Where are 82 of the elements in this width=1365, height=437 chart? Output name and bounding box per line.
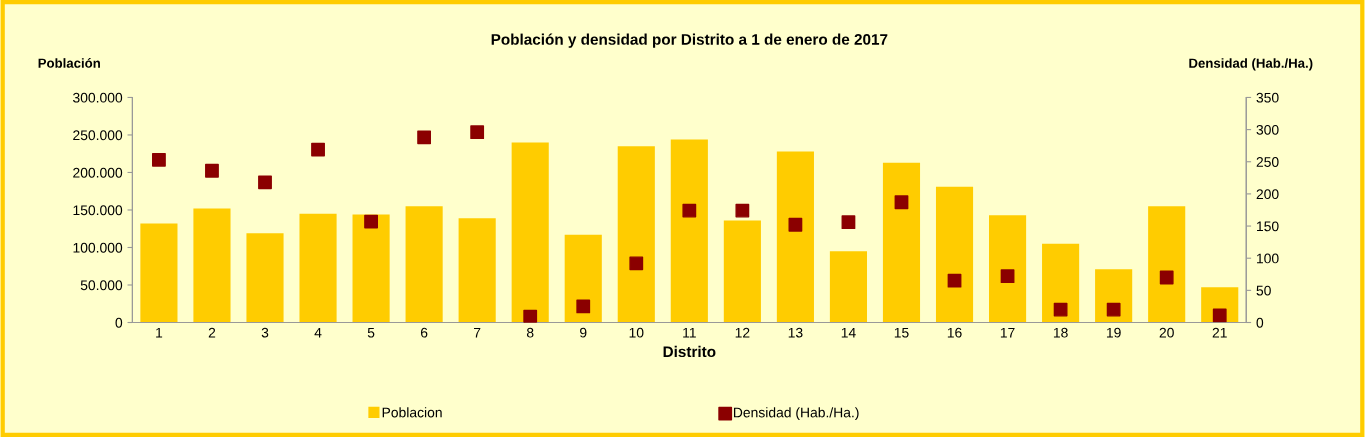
bar: [511, 142, 549, 323]
y2-tick-label: 0: [1256, 317, 1264, 328]
legend-label: Densidad (Hab./Ha.): [733, 407, 859, 421]
bar: [670, 139, 708, 323]
point: [523, 309, 538, 323]
x-tick-label: 17: [1000, 327, 1015, 338]
bar: [140, 223, 178, 323]
point: [629, 256, 644, 271]
x-tick-label: 12: [735, 327, 750, 338]
y2-tick-label: 100: [1257, 253, 1279, 264]
point: [152, 152, 166, 167]
point: [258, 175, 272, 190]
y-axis-title: Población: [38, 58, 100, 68]
y2-tick-label: 350: [1256, 92, 1279, 103]
x-tick-label: 1: [156, 327, 163, 338]
x-tick-label: 16: [947, 327, 962, 338]
point: [576, 299, 591, 314]
x-tick-label: 6: [420, 327, 428, 338]
bar: [458, 218, 496, 323]
y2-axis-title: Densidad (Hab./Ha.): [1189, 58, 1313, 71]
y-tick-label: 250.000: [73, 130, 123, 141]
y-tick-label: 200.000: [73, 167, 123, 178]
x-tick-label: 7: [474, 327, 481, 338]
x-tick-label: 9: [580, 327, 587, 338]
bar: [935, 186, 974, 323]
point: [1000, 269, 1015, 284]
point: [1053, 302, 1068, 317]
y-tick-label: 0: [115, 317, 123, 328]
x-axis-title: Distrito: [663, 345, 716, 358]
point: [788, 217, 803, 232]
x-tick-label: 21: [1212, 327, 1227, 338]
bar: [405, 206, 443, 323]
bar: [1042, 243, 1080, 323]
x-tick-label: 20: [1159, 327, 1174, 338]
chart-title: Población y densidad por Distrito a 1 de enero de 2017: [491, 33, 888, 48]
x-tick-label: 4: [314, 327, 322, 338]
point: [364, 214, 378, 229]
point: [1106, 302, 1121, 317]
x-tick-label: 15: [894, 327, 909, 338]
bar: [989, 215, 1027, 323]
bar: [829, 251, 868, 323]
point: [682, 203, 697, 218]
bar: [352, 214, 390, 323]
y2-tick-label: 250: [1256, 157, 1279, 167]
x-tick-label: 10: [629, 327, 644, 338]
y-tick-label: 150.000: [73, 205, 123, 216]
x-tick-label: 2: [208, 327, 216, 338]
y-tick-label: 300.000: [73, 92, 123, 103]
point: [311, 142, 325, 157]
x-tick-label: 14: [841, 327, 856, 338]
bar: [299, 213, 337, 323]
x-tick-label: 11: [683, 327, 696, 338]
y-tick-label: 100.000: [73, 242, 123, 253]
y2-tick-label: 150: [1257, 221, 1279, 232]
point: [1212, 308, 1227, 323]
bar: [776, 151, 814, 323]
point: [1159, 270, 1174, 285]
point: [894, 195, 909, 210]
point: [205, 163, 219, 178]
x-tick-label: 5: [367, 327, 375, 338]
bar: [882, 162, 921, 323]
bar: [723, 220, 761, 323]
y2-tick-label: 200: [1256, 189, 1279, 200]
point: [417, 130, 432, 145]
bar: [564, 234, 602, 323]
y-tick-label: 50.000: [80, 280, 123, 291]
bar: [617, 146, 655, 323]
x-tick-label: 13: [788, 327, 803, 338]
x-tick-label: 18: [1053, 327, 1068, 338]
bar: [246, 233, 284, 323]
x-tick-label: 8: [526, 327, 534, 338]
bar: [1148, 206, 1186, 323]
legend-label: Poblacion: [382, 407, 442, 418]
bar: [193, 208, 231, 323]
point: [841, 215, 856, 230]
point: [947, 273, 962, 288]
point: [735, 203, 750, 218]
y2-tick-label: 300: [1256, 124, 1279, 135]
y2-tick-label: 50: [1256, 285, 1271, 296]
x-tick-label: 3: [261, 327, 269, 338]
x-tick-label: 19: [1106, 327, 1121, 338]
point: [470, 125, 485, 140]
